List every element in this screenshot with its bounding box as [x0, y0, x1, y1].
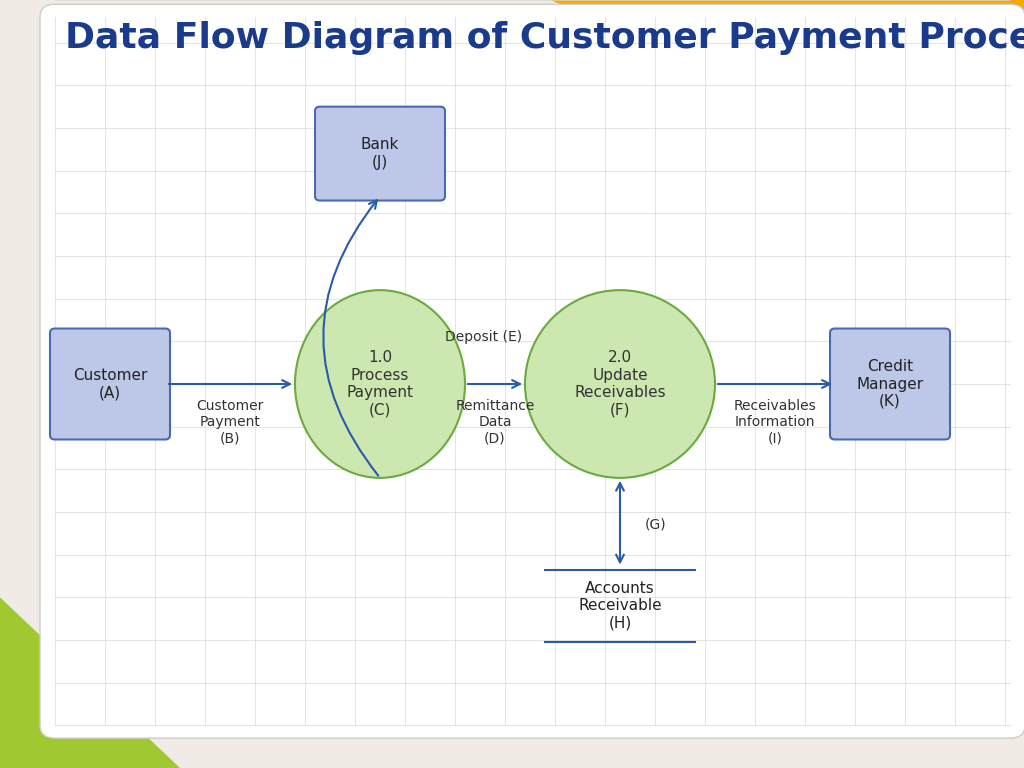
Text: Receivables
Information
(I): Receivables Information (I) [733, 399, 816, 445]
Text: Remittance
Data
(D): Remittance Data (D) [456, 399, 535, 445]
FancyBboxPatch shape [315, 107, 445, 200]
Text: Deposit (E): Deposit (E) [445, 330, 522, 344]
Text: Bank
(J): Bank (J) [360, 137, 399, 170]
FancyBboxPatch shape [50, 329, 170, 439]
Text: Data Flow Diagram of Customer Payment Process: Data Flow Diagram of Customer Payment Pr… [65, 22, 1024, 55]
Text: Customer
(A): Customer (A) [73, 368, 147, 400]
Text: 1.0
Process
Payment
(C): 1.0 Process Payment (C) [346, 350, 414, 418]
Ellipse shape [525, 290, 715, 478]
Text: Customer
Payment
(B): Customer Payment (B) [197, 399, 264, 445]
Text: Credit
Manager
(K): Credit Manager (K) [856, 359, 924, 409]
FancyBboxPatch shape [830, 329, 950, 439]
Polygon shape [0, 598, 180, 768]
Ellipse shape [295, 290, 465, 478]
Polygon shape [550, 0, 1024, 187]
FancyBboxPatch shape [40, 5, 1024, 738]
Text: (G): (G) [645, 518, 667, 531]
Text: Accounts
Receivable
(H): Accounts Receivable (H) [579, 581, 662, 631]
Text: 2.0
Update
Receivables
(F): 2.0 Update Receivables (F) [574, 350, 666, 418]
